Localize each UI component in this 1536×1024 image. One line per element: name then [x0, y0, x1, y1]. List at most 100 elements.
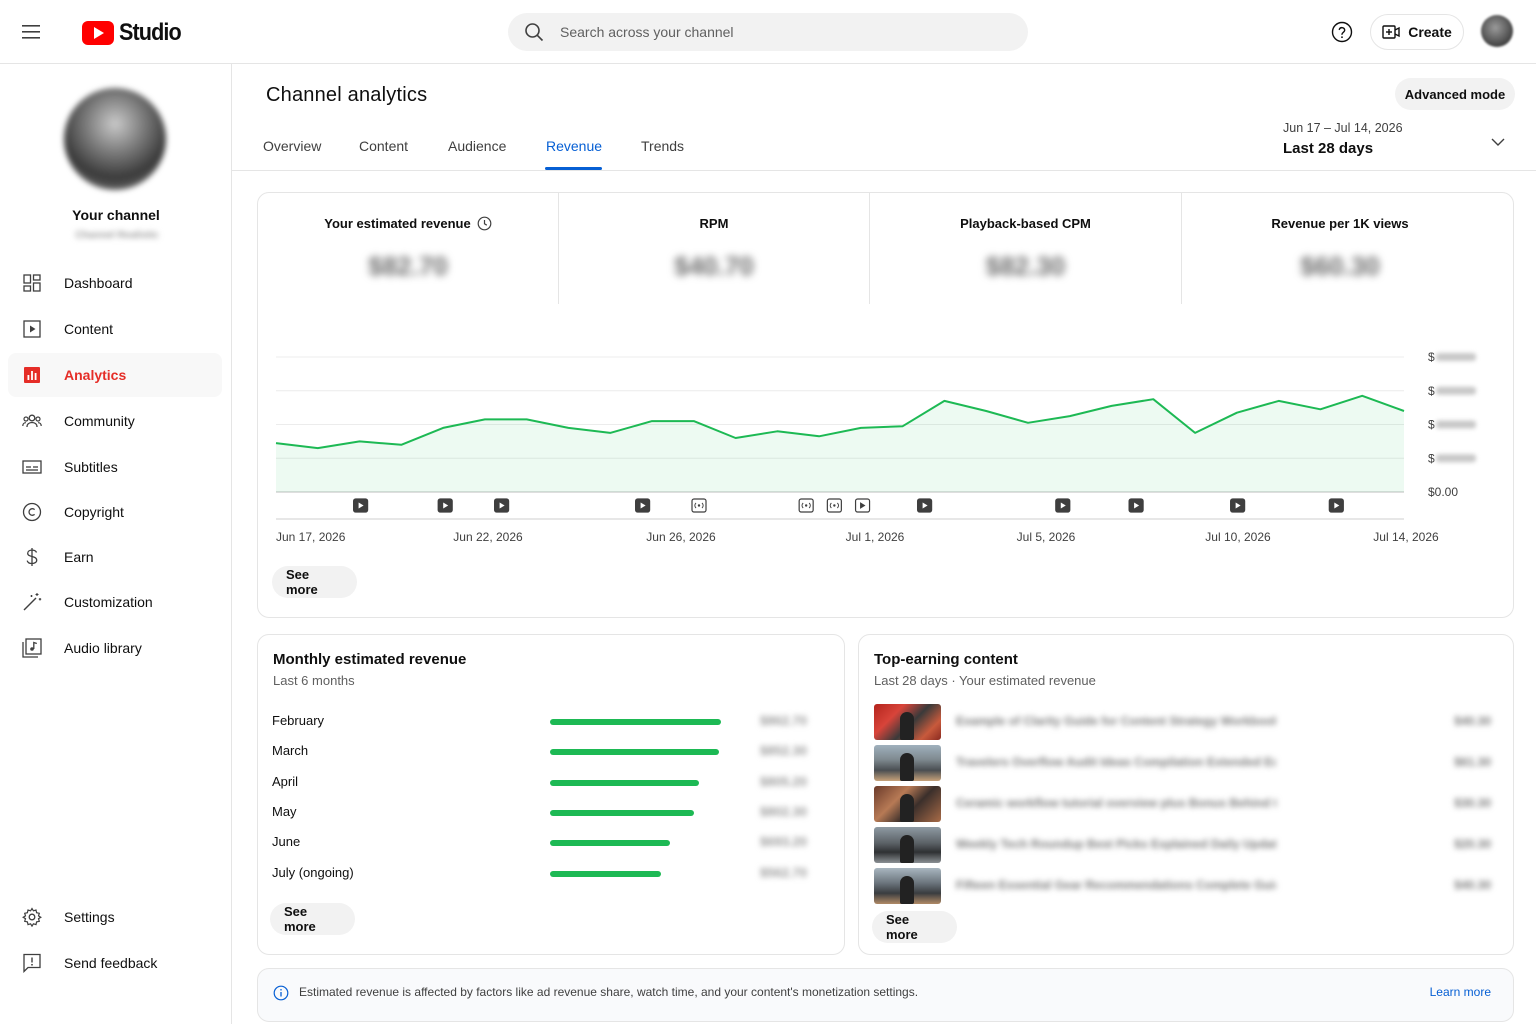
tab-content[interactable]: Content [359, 138, 409, 154]
content-title[interactable]: Weekly Tech Roundup Best Picks Explained… [956, 837, 1276, 851]
chart-data-point[interactable] [733, 435, 739, 441]
video-upload-marker[interactable] [635, 498, 651, 513]
help-button[interactable] [1330, 20, 1354, 44]
chart-data-point[interactable] [900, 423, 906, 429]
sidebar-item-audio-library[interactable]: Audio library [8, 626, 222, 670]
search-icon[interactable] [524, 22, 544, 42]
live-stream-marker[interactable] [691, 498, 707, 513]
metric-revenue-per-1k[interactable]: Revenue per 1K views $60.30 [1182, 193, 1498, 304]
chart-data-point[interactable] [607, 430, 613, 436]
video-thumbnail[interactable] [874, 827, 941, 863]
video-thumbnail[interactable] [874, 704, 941, 740]
studio-logo[interactable]: Studio [82, 19, 188, 47]
sidebar-item-copyright[interactable]: Copyright [8, 490, 222, 534]
chart-data-point[interactable] [1150, 396, 1156, 402]
search-bar[interactable] [508, 13, 1028, 51]
top-content-row[interactable]: Ceramic workflow tutorial overview plus … [874, 786, 1499, 822]
date-period-label[interactable]: Last 28 days [1283, 140, 1374, 157]
sidebar-item-send-feedback[interactable]: Send feedback [8, 941, 222, 985]
advanced-mode-button[interactable]: Advanced mode [1395, 78, 1515, 110]
chevron-down-icon[interactable] [1490, 136, 1506, 148]
metric-playback-cpm[interactable]: Playback-based CPM $82.30 [870, 193, 1181, 304]
video-upload-marker[interactable] [494, 498, 510, 513]
sidebar-item-earn[interactable]: Earn [8, 535, 222, 579]
sidebar-item-dashboard[interactable]: Dashboard [8, 261, 222, 305]
metric-rpm[interactable]: RPM $40.70 [559, 193, 869, 304]
video-upload-marker[interactable] [437, 498, 453, 513]
metric-divider [558, 193, 559, 304]
search-input[interactable] [560, 24, 1000, 40]
chart-data-point[interactable] [565, 425, 571, 431]
video-upload-marker[interactable] [916, 498, 933, 513]
chart-data-point[interactable] [774, 428, 780, 434]
clock-info-icon[interactable] [477, 216, 492, 231]
date-range-text[interactable]: Jun 17 – Jul 14, 2026 [1283, 121, 1403, 135]
chart-data-point[interactable] [858, 425, 864, 431]
video-thumbnail[interactable] [874, 868, 941, 904]
video-upload-marker[interactable] [1328, 498, 1344, 513]
metric-divider [869, 193, 870, 304]
chart-data-point[interactable] [398, 442, 404, 448]
content-title[interactable]: Fifteen Essential Gear Recommendations C… [956, 878, 1276, 892]
tab-revenue[interactable]: Revenue [546, 138, 603, 154]
learn-more-link[interactable]: Learn more [1429, 985, 1491, 999]
content-title[interactable]: Example of Clarity Guide for Content Str… [956, 714, 1276, 728]
content-title[interactable]: Ceramic workflow tutorial overview plus … [956, 796, 1276, 810]
chart-data-point[interactable] [440, 425, 446, 431]
content-title[interactable]: Travelers Overflow Audit Ideas Compilati… [956, 755, 1276, 769]
hamburger-menu-button[interactable] [14, 14, 50, 50]
chart-data-point[interactable] [273, 440, 279, 446]
sidebar-item-customization[interactable]: Customization [8, 580, 222, 624]
chart-data-point[interactable] [1317, 406, 1323, 412]
video-upload-marker[interactable] [1055, 498, 1071, 513]
month-value: $852.30 [760, 743, 807, 759]
chart-data-point[interactable] [649, 418, 655, 424]
account-avatar[interactable] [1481, 15, 1513, 47]
live-stream-marker[interactable] [798, 498, 814, 513]
sidebar-item-analytics[interactable]: Analytics [8, 353, 222, 397]
chart-data-point[interactable] [315, 445, 321, 451]
top-content-row[interactable]: Example of Clarity Guide for Content Str… [874, 704, 1499, 740]
video-upload-marker[interactable] [352, 498, 369, 513]
video-thumbnail[interactable] [874, 786, 941, 822]
short-upload-marker[interactable] [854, 498, 871, 513]
top-content-row[interactable]: Fifteen Essential Gear Recommendations C… [874, 868, 1499, 904]
sidebar-item-settings[interactable]: Settings [8, 895, 222, 939]
sidebar-item-content[interactable]: Content [8, 307, 222, 351]
chart-data-point[interactable] [357, 438, 363, 444]
top-earning-see-more-button[interactable]: See more [872, 911, 957, 943]
chart-data-point[interactable] [1276, 398, 1282, 404]
chart-data-point[interactable] [941, 398, 947, 404]
chart-data-point[interactable] [983, 408, 989, 414]
chart-data-point[interactable] [1025, 420, 1031, 426]
chart-data-point[interactable] [1109, 403, 1115, 409]
chart-data-point[interactable] [816, 433, 822, 439]
chart-data-point[interactable] [1401, 408, 1407, 414]
chart-data-point[interactable] [1067, 413, 1073, 419]
chart-data-point[interactable] [524, 416, 530, 422]
top-content-row[interactable]: Weekly Tech Roundup Best Picks Explained… [874, 827, 1499, 863]
tab-overview[interactable]: Overview [263, 138, 322, 154]
video-upload-marker[interactable] [1128, 498, 1144, 513]
tab-audience[interactable]: Audience [448, 138, 507, 154]
tab-trends[interactable]: Trends [641, 138, 685, 154]
y-tick-label: $ [1428, 451, 1435, 465]
video-thumbnail[interactable] [874, 745, 941, 781]
revenue-see-more-button[interactable]: See more [272, 566, 357, 598]
sidebar-item-subtitles[interactable]: Subtitles [8, 445, 222, 489]
chart-data-point[interactable] [1359, 393, 1365, 399]
chart-data-point[interactable] [1192, 430, 1198, 436]
top-content-row[interactable]: Travelers Overflow Audit Ideas Compilati… [874, 745, 1499, 781]
chart-data-point[interactable] [482, 416, 488, 422]
x-tick-label: Jun 22, 2026 [453, 530, 523, 544]
channel-avatar[interactable] [64, 88, 166, 190]
revenue-line-chart[interactable]: Jun 17, 2026 Jun 22, 2026 Jun 26, 2026 Jul … [258, 193, 1513, 617]
chart-data-point[interactable] [691, 418, 697, 424]
live-stream-marker[interactable] [826, 498, 842, 513]
monthly-see-more-button[interactable]: See more [270, 903, 355, 935]
create-button[interactable]: Create [1370, 14, 1464, 50]
video-upload-marker[interactable] [1230, 498, 1246, 513]
chart-data-point[interactable] [1234, 410, 1240, 416]
metric-estimated-revenue[interactable]: Your estimated revenue $82.70 [258, 193, 558, 304]
sidebar-item-community[interactable]: Community [8, 399, 222, 443]
